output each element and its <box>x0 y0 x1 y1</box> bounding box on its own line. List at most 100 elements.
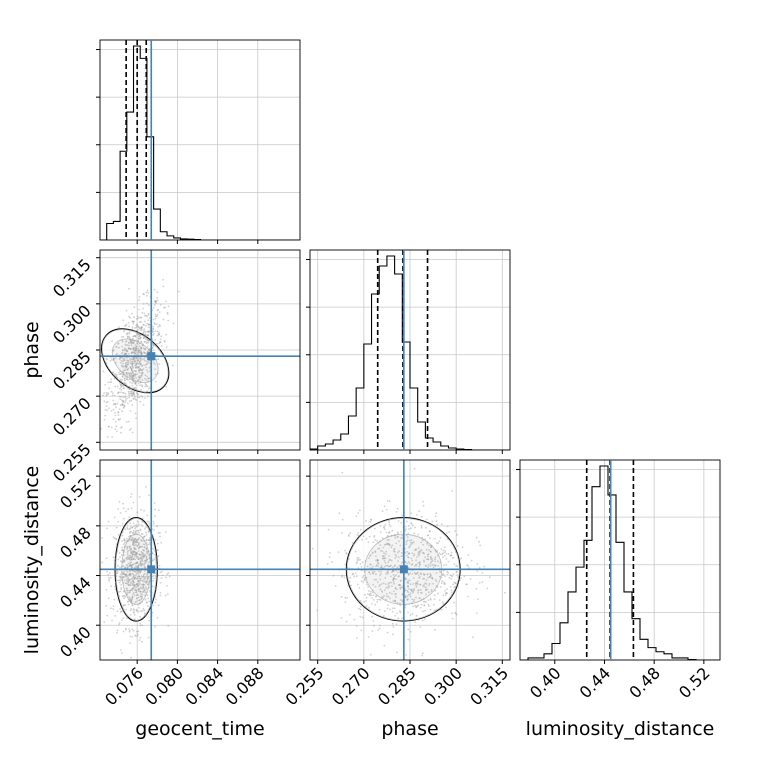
panel-phase-luminosity_distance-point <box>475 587 478 590</box>
panel-geocent_time-phase-point <box>123 349 126 351</box>
panel-phase-luminosity_distance-point <box>397 551 399 554</box>
panel-geocent_time-phase-point <box>138 357 140 359</box>
panel-geocent_time-luminosity_distance-point <box>139 562 142 565</box>
panel-geocent_time-phase-point <box>120 385 123 388</box>
panel-phase-luminosity_distance-point <box>423 577 426 580</box>
panel-geocent_time-phase-point <box>134 375 137 377</box>
panel-phase-luminosity_distance-point <box>374 527 376 530</box>
panel-phase-luminosity_distance-point <box>375 555 377 557</box>
panel-geocent_time-phase-point <box>120 360 123 362</box>
panel-geocent_time-luminosity_distance-point <box>138 579 141 582</box>
panel-geocent_time-phase-point <box>125 340 127 343</box>
panel-geocent_time-luminosity_distance-point <box>132 587 134 589</box>
panel-geocent_time-phase-point <box>143 392 146 394</box>
panel-geocent_time-phase-point <box>126 397 128 400</box>
panel-geocent_time-luminosity_distance-point <box>123 546 126 549</box>
panel-phase-luminosity_distance-point <box>456 574 458 576</box>
panel-geocent_time-luminosity_distance-point <box>147 581 150 583</box>
panel-geocent_time-phase-point <box>155 315 157 318</box>
panel-geocent_time-phase-point <box>122 371 125 374</box>
panel-phase-luminosity_distance-point <box>457 585 459 588</box>
panel-geocent_time-phase-point <box>132 341 134 344</box>
panel-phase-luminosity_distance-point <box>405 541 408 543</box>
panel-geocent_time-phase-point <box>141 379 144 381</box>
panel-geocent_time-phase-point <box>126 373 128 376</box>
panel-geocent_time-phase-point <box>141 372 144 374</box>
panel-geocent_time-luminosity_distance-point <box>98 615 100 617</box>
panel-geocent_time-phase-point <box>132 323 135 325</box>
panel-phase-luminosity_distance-point <box>410 541 412 544</box>
panel-geocent_time-luminosity_distance-point <box>131 628 134 631</box>
panel-phase-luminosity_distance-point <box>441 553 444 556</box>
panel-phase-luminosity_distance-point <box>365 599 367 602</box>
panel-geocent_time-phase-point <box>146 395 149 398</box>
panel-geocent_time-phase-point <box>129 366 132 368</box>
panel-geocent_time-luminosity_distance-point <box>137 630 140 633</box>
panel-phase-luminosity_distance-point <box>406 595 409 597</box>
panel-geocent_time-luminosity_distance-point <box>126 540 129 542</box>
panel-geocent_time-luminosity_distance-point <box>144 526 147 528</box>
panel-phase-luminosity_distance-point <box>454 530 456 532</box>
panel-phase-luminosity_distance-point <box>455 571 458 573</box>
panel-phase-luminosity_distance-point <box>415 606 417 608</box>
panel-geocent_time-luminosity_distance-point <box>119 579 122 582</box>
panel-geocent_time-phase-point <box>110 381 113 383</box>
panel-geocent_time-luminosity_distance-point <box>141 557 143 560</box>
panel-geocent_time-phase-point <box>140 374 143 377</box>
panel-phase-luminosity_distance-point <box>398 540 400 543</box>
panel-geocent_time-phase-point <box>146 385 149 388</box>
panel-geocent_time-phase-point <box>111 359 113 361</box>
panel-geocent_time-phase-point <box>131 372 134 374</box>
panel-phase-luminosity_distance-point <box>371 572 374 574</box>
panel-geocent_time-phase-point <box>128 337 131 340</box>
panel-phase-luminosity_distance-point <box>418 561 421 563</box>
panel-geocent_time-luminosity_distance-frame <box>99 459 301 661</box>
panel-geocent_time-phase-point <box>123 329 126 331</box>
panel-geocent_time-luminosity_distance-point <box>122 565 125 567</box>
panel-geocent_time-phase-point <box>122 371 125 373</box>
panel-geocent_time-phase-point <box>136 392 138 394</box>
panel-phase-luminosity_distance-point <box>455 613 458 616</box>
panel-geocent_time-luminosity_distance-point <box>140 593 142 595</box>
panel-geocent_time-phase-point <box>140 351 143 354</box>
panel-phase-luminosity_distance-point <box>425 548 428 551</box>
panel-phase-luminosity_distance-point <box>450 554 453 557</box>
panel-geocent_time-luminosity_distance-point <box>129 522 132 525</box>
panel-geocent_time-phase-point <box>134 335 137 337</box>
panel-phase-luminosity_distance-point <box>366 593 369 595</box>
panel-geocent_time-luminosity_distance-point <box>107 597 110 600</box>
panel-phase-luminosity_distance-point <box>439 586 442 588</box>
panel-phase-luminosity_distance-point <box>391 622 394 625</box>
panel-phase-luminosity_distance-point <box>445 553 448 555</box>
panel-geocent_time-phase-point <box>125 323 128 326</box>
panel-phase-luminosity_distance-point <box>429 572 432 575</box>
panel-phase-luminosity_distance-point <box>413 571 416 574</box>
panel-phase-luminosity_distance-point <box>397 520 400 522</box>
panel-geocent_time-phase-point <box>130 358 132 361</box>
panel-phase-luminosity_distance-point <box>449 554 452 557</box>
panel-phase-luminosity_distance-point <box>407 579 410 582</box>
panel-geocent_time-luminosity_distance-point <box>132 564 134 566</box>
panel-geocent_time-luminosity_distance-point <box>154 515 156 518</box>
panel-geocent_time-phase-point <box>132 370 134 373</box>
panel-phase-luminosity_distance-point <box>422 551 424 554</box>
panel-phase-luminosity_distance-point <box>371 552 374 555</box>
panel-phase-luminosity_distance-point <box>443 564 445 566</box>
panel-geocent_time-luminosity_distance-point <box>130 558 133 561</box>
panel-geocent_time-phase-point <box>125 353 127 356</box>
panel-geocent_time-luminosity_distance-point <box>128 589 131 592</box>
panel-geocent_time-phase-point <box>141 352 143 355</box>
panel-geocent_time-luminosity_distance-point <box>139 622 142 625</box>
panel-geocent_time-phase-point <box>157 332 160 335</box>
panel-geocent_time-phase-point <box>148 348 151 351</box>
xtick-label-geocent_time-0: 0.076 <box>101 663 147 709</box>
panel-geocent_time-luminosity_distance-point <box>129 550 132 552</box>
panel-phase-luminosity_distance-point <box>394 553 397 556</box>
panel-phase-luminosity_distance-point <box>393 565 396 568</box>
panel-phase-luminosity_distance-point <box>426 573 429 576</box>
panel-geocent_time-phase-point <box>122 362 124 365</box>
panel-geocent_time-phase-point <box>167 362 170 365</box>
panel-geocent_time-luminosity_distance-point <box>132 533 135 536</box>
panel-phase-luminosity_distance-point <box>397 571 399 574</box>
panel-geocent_time-phase-point <box>146 369 148 371</box>
